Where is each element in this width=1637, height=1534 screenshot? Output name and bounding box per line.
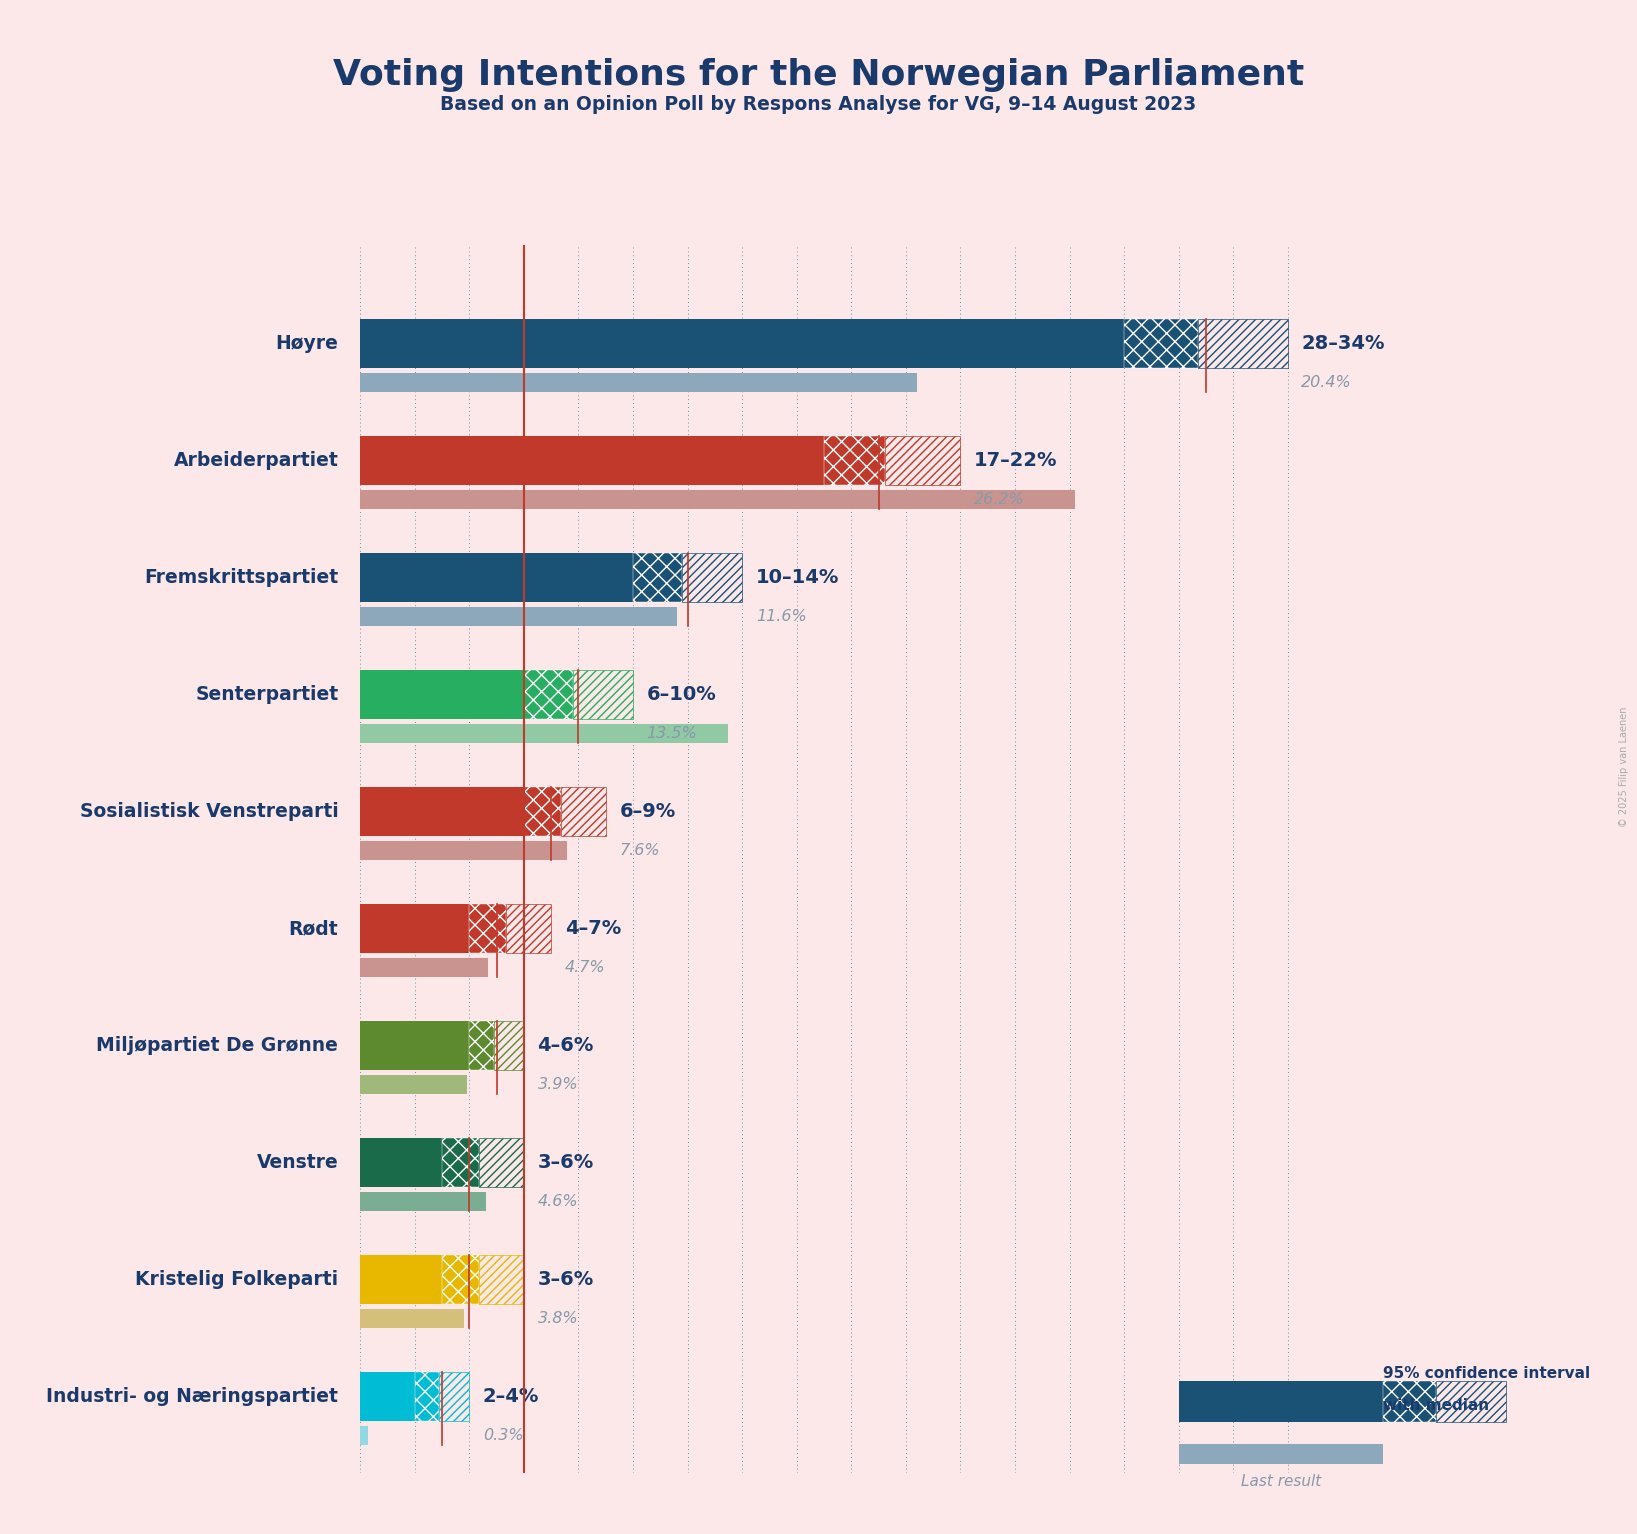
Bar	[506, 904, 552, 953]
Text: Miljøpartiet De Grønne: Miljøpartiet De Grønne	[97, 1035, 339, 1055]
Bar	[886, 436, 961, 485]
Text: 4–6%: 4–6%	[537, 1035, 594, 1055]
Text: © 2025 Filip van Laenen: © 2025 Filip van Laenen	[1619, 707, 1629, 827]
Bar	[470, 904, 506, 953]
Text: 4.7%: 4.7%	[565, 960, 606, 974]
Bar	[439, 1371, 470, 1420]
Bar	[439, 1371, 470, 1420]
Text: Last result: Last result	[1241, 1474, 1321, 1490]
Text: Based on an Opinion Poll by Respons Analyse for VG, 9–14 August 2023: Based on an Opinion Poll by Respons Anal…	[440, 95, 1197, 114]
Text: 3–6%: 3–6%	[537, 1154, 594, 1172]
Bar	[478, 1255, 524, 1304]
Bar	[360, 1425, 368, 1445]
Text: Senterpartiet: Senterpartiet	[195, 686, 339, 704]
Bar	[494, 1022, 524, 1071]
Text: 0.3%: 0.3%	[483, 1428, 524, 1442]
Bar	[360, 787, 524, 836]
Bar	[360, 904, 470, 953]
Text: 4–7%: 4–7%	[565, 919, 620, 939]
Bar	[360, 1075, 467, 1094]
Bar	[360, 436, 823, 485]
Bar	[1179, 1443, 1383, 1463]
Text: 7.6%: 7.6%	[619, 842, 660, 858]
Bar	[1125, 319, 1198, 368]
Bar	[470, 1022, 494, 1071]
Bar	[683, 554, 742, 603]
Text: 6–9%: 6–9%	[619, 802, 676, 821]
Text: Industri- og Næringspartiet: Industri- og Næringspartiet	[46, 1387, 339, 1407]
Bar	[360, 1255, 442, 1304]
Text: 17–22%: 17–22%	[974, 451, 1058, 471]
Bar	[360, 319, 1125, 368]
Bar	[634, 554, 683, 603]
Text: 95% confidence interval: 95% confidence interval	[1383, 1367, 1591, 1381]
Text: with median: with median	[1383, 1399, 1490, 1413]
Bar	[360, 554, 634, 603]
Bar	[360, 724, 728, 742]
Bar	[360, 489, 1076, 509]
Text: Arbeiderpartiet: Arbeiderpartiet	[174, 451, 339, 471]
Bar	[478, 1255, 524, 1304]
Text: 3–6%: 3–6%	[537, 1270, 594, 1289]
Text: Sosialistisk Venstreparti: Sosialistisk Venstreparti	[80, 802, 339, 821]
Text: 3.9%: 3.9%	[537, 1077, 578, 1092]
Bar	[560, 787, 606, 836]
Bar	[823, 436, 886, 485]
Bar	[1198, 319, 1288, 368]
Bar	[1437, 1381, 1506, 1422]
Text: 6–10%: 6–10%	[647, 686, 717, 704]
Bar	[506, 904, 552, 953]
Bar	[1383, 1381, 1437, 1422]
Bar	[1179, 1381, 1383, 1422]
Bar	[360, 957, 488, 977]
Bar	[442, 1138, 478, 1187]
Text: Fremskrittspartiet: Fremskrittspartiet	[144, 568, 339, 588]
Text: 11.6%: 11.6%	[756, 609, 807, 624]
Text: Venstre: Venstre	[257, 1154, 339, 1172]
Text: Kristelig Folkeparti: Kristelig Folkeparti	[136, 1270, 339, 1289]
Bar	[478, 1138, 524, 1187]
Text: Voting Intentions for the Norwegian Parliament: Voting Intentions for the Norwegian Parl…	[332, 58, 1305, 92]
Text: 28–34%: 28–34%	[1301, 334, 1385, 353]
Bar	[1198, 319, 1288, 368]
Text: 26.2%: 26.2%	[974, 492, 1025, 506]
Bar	[573, 670, 634, 719]
Bar	[360, 1192, 486, 1210]
Text: 2–4%: 2–4%	[483, 1387, 539, 1407]
Text: 13.5%: 13.5%	[647, 726, 697, 741]
Bar	[360, 841, 568, 859]
Bar	[1437, 1381, 1506, 1422]
Text: 20.4%: 20.4%	[1301, 374, 1352, 390]
Text: 4.6%: 4.6%	[537, 1193, 578, 1209]
Text: Rødt: Rødt	[288, 919, 339, 939]
Bar	[360, 1138, 442, 1187]
Bar	[360, 607, 676, 626]
Bar	[360, 1309, 463, 1327]
Bar	[494, 1022, 524, 1071]
Bar	[442, 1255, 478, 1304]
Bar	[360, 373, 917, 391]
Bar	[886, 436, 961, 485]
Bar	[414, 1371, 439, 1420]
Bar	[683, 554, 742, 603]
Bar	[360, 1371, 414, 1420]
Text: 3.8%: 3.8%	[537, 1310, 578, 1325]
Bar	[524, 787, 560, 836]
Bar	[360, 1022, 470, 1071]
Bar	[573, 670, 634, 719]
Bar	[560, 787, 606, 836]
Text: 10–14%: 10–14%	[756, 568, 840, 588]
Bar	[360, 670, 524, 719]
Text: Høyre: Høyre	[275, 334, 339, 353]
Bar	[524, 670, 573, 719]
Bar	[478, 1138, 524, 1187]
